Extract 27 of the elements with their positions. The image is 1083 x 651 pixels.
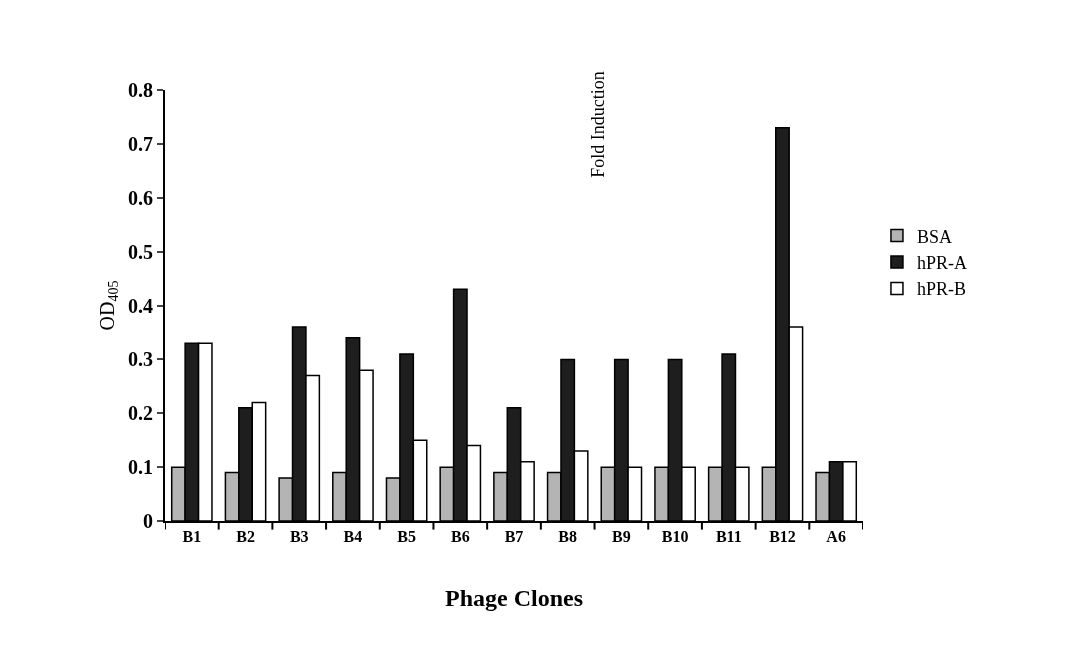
- y-tick-label: 0: [143, 510, 153, 532]
- x-tick-label: B1: [182, 528, 202, 546]
- y-tick-label: 0.5: [128, 240, 153, 263]
- annotation: Fold Induction: [587, 71, 608, 178]
- x-tick-label: B2: [236, 528, 255, 546]
- x-tick-label: B9: [612, 528, 631, 546]
- x-tick-label: B12: [769, 528, 796, 546]
- x-tick-label: B10: [661, 528, 689, 546]
- y-tick-label: 0.2: [128, 402, 153, 425]
- legend-label: hPR-B: [916, 279, 966, 300]
- x-tick-label: B3: [289, 528, 309, 546]
- y-tick-label: 0.3: [128, 348, 153, 371]
- y-tick-label: 0.8: [128, 79, 153, 101]
- x-tick-label: B11: [715, 528, 742, 546]
- x-tick-label: B4: [343, 528, 363, 546]
- x-tick-label: B7: [504, 528, 524, 546]
- x-axis-title: Phage Clones: [445, 585, 583, 611]
- y-tick-label: 0.6: [128, 186, 153, 209]
- y-tick-label: 0.1: [128, 456, 153, 479]
- y-tick-label: 0.4: [128, 294, 153, 317]
- legend-label: BSA: [916, 226, 952, 247]
- legend-label: hPR-A: [916, 253, 967, 274]
- x-tick-label: A6: [826, 528, 846, 546]
- x-tick-label: B6: [450, 528, 470, 546]
- x-tick-label: B5: [397, 528, 416, 546]
- y-tick-label: 0.7: [128, 132, 153, 155]
- x-tick-label: B8: [558, 528, 578, 546]
